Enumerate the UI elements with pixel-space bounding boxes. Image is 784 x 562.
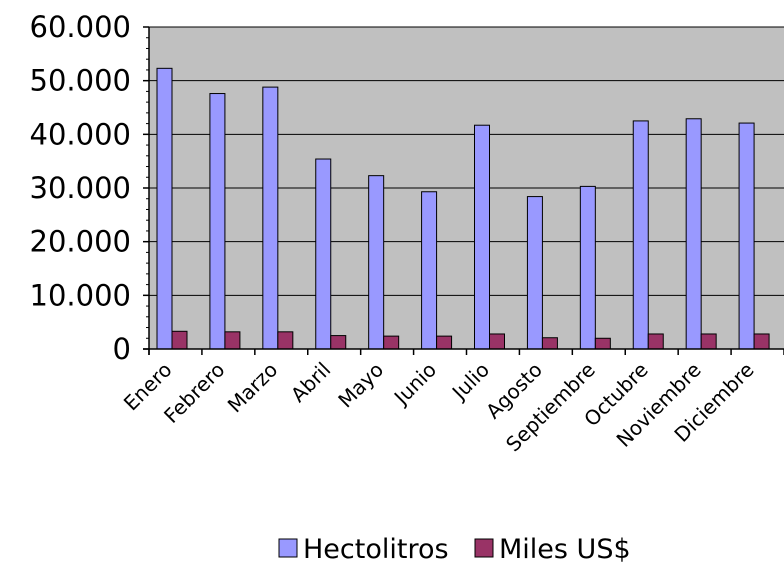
bar-miles-usd-junio xyxy=(436,335,453,350)
legend-label-hectolitros: Hectolitros xyxy=(303,534,449,562)
bar-miles-usd-marzo xyxy=(277,331,294,350)
bar-miles-usd-agosto xyxy=(541,337,558,350)
bar-miles-usd-septiembre xyxy=(594,337,611,350)
y-tick-labels: 0 10.000 20.000 30.000 40.000 50.000 60.000 xyxy=(30,10,131,366)
x-tick-label: Junio xyxy=(388,358,441,411)
y-tick-label: 30.000 xyxy=(30,171,131,205)
bar-miles-usd-abril xyxy=(330,335,347,350)
x-tick-label: Marzo xyxy=(223,358,283,418)
bar-hectolitros-octubre xyxy=(632,120,649,350)
x-tick-label: Mayo xyxy=(333,358,388,413)
bar-hectolitros-febrero xyxy=(209,93,226,350)
bar-hectolitros-junio xyxy=(421,191,438,350)
bar-hectolitros-marzo xyxy=(262,86,279,350)
bar-miles-usd-julio xyxy=(489,333,505,350)
bar-hectolitros-noviembre xyxy=(685,118,702,350)
y-tick-label: 50.000 xyxy=(30,64,131,98)
x-tick-label: Abril xyxy=(286,358,335,407)
legend-label-miles-usd: Miles US$ xyxy=(499,534,631,562)
bar-hectolitros-agosto xyxy=(526,196,543,350)
bar-miles-usd-noviembre xyxy=(700,333,717,350)
gridlines xyxy=(149,26,784,296)
bars xyxy=(156,67,770,350)
y-tick-label: 20.000 xyxy=(30,225,131,259)
x-tick-label: Julio xyxy=(446,358,494,406)
bar-hectolitros-diciembre xyxy=(738,122,755,350)
legend: Hectolitros Miles US$ xyxy=(278,534,631,562)
bar-miles-usd-mayo xyxy=(383,335,400,350)
bar-miles-usd-octubre xyxy=(647,333,664,350)
axes xyxy=(143,26,784,355)
bar-hectolitros-julio xyxy=(474,124,490,350)
bar-hectolitros-abril xyxy=(315,158,332,350)
legend-swatch-miles-usd xyxy=(474,538,494,558)
bar-miles-usd-diciembre xyxy=(753,333,770,350)
y-tick-label: 10.000 xyxy=(30,278,131,312)
bar-miles-usd-febrero xyxy=(224,331,241,350)
legend-swatch-hectolitros xyxy=(278,538,298,558)
bar-miles-usd-enero xyxy=(171,330,188,350)
bar-hectolitros-enero xyxy=(156,67,173,350)
bar-hectolitros-mayo xyxy=(368,175,385,350)
y-tick-label: 60.000 xyxy=(30,10,131,44)
bar-hectolitros-septiembre xyxy=(579,185,596,350)
y-tick-label: 0 xyxy=(113,332,131,366)
y-tick-label: 40.000 xyxy=(30,117,131,151)
